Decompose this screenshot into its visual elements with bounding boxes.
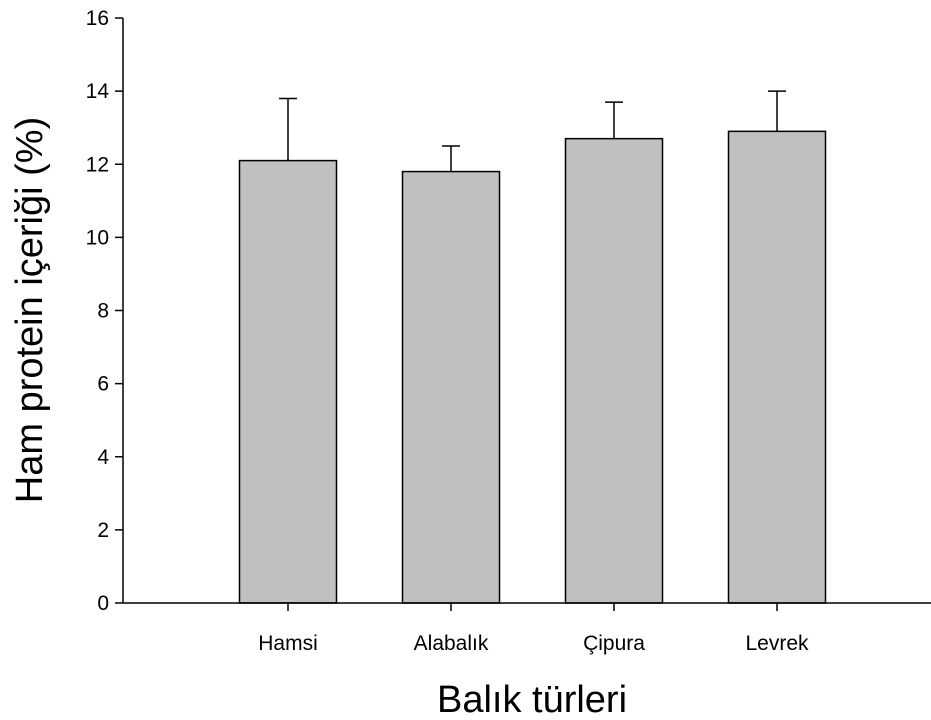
bar-3: [564, 137, 664, 604]
x-ticks-layer: Hamsi Alabalık Çipura Levrek: [258, 603, 809, 655]
x-tick-label: Alabalık: [414, 632, 489, 655]
x-tick-label: Levrek: [745, 632, 809, 655]
y-tick-label: 0: [97, 592, 109, 615]
y-tick-label: 4: [97, 446, 109, 469]
y-axis-title: Ham protein içeriği (%): [9, 117, 51, 503]
y-tick-label: 2: [97, 519, 109, 542]
y-tick-label: 14: [86, 80, 110, 103]
bar-4: [727, 130, 827, 604]
y-tick-label: 8: [97, 300, 109, 323]
y-tick-label: 6: [97, 373, 109, 396]
bars-layer: [238, 130, 827, 604]
bar-2: [401, 170, 501, 604]
x-tick-label: Hamsi: [258, 632, 318, 655]
y-tick-label: 10: [86, 226, 109, 249]
y-tick-label: 12: [86, 153, 109, 176]
x-axis-title: Balık türleri: [437, 679, 627, 720]
y-tick-label: 16: [86, 7, 109, 30]
bar-1: [238, 159, 338, 604]
x-tick-label: Çipura: [583, 632, 645, 655]
y-ticks-layer: 0 2 4 6 8 10 12 14 16: [86, 7, 123, 615]
error-bars-layer: [279, 90, 786, 172]
